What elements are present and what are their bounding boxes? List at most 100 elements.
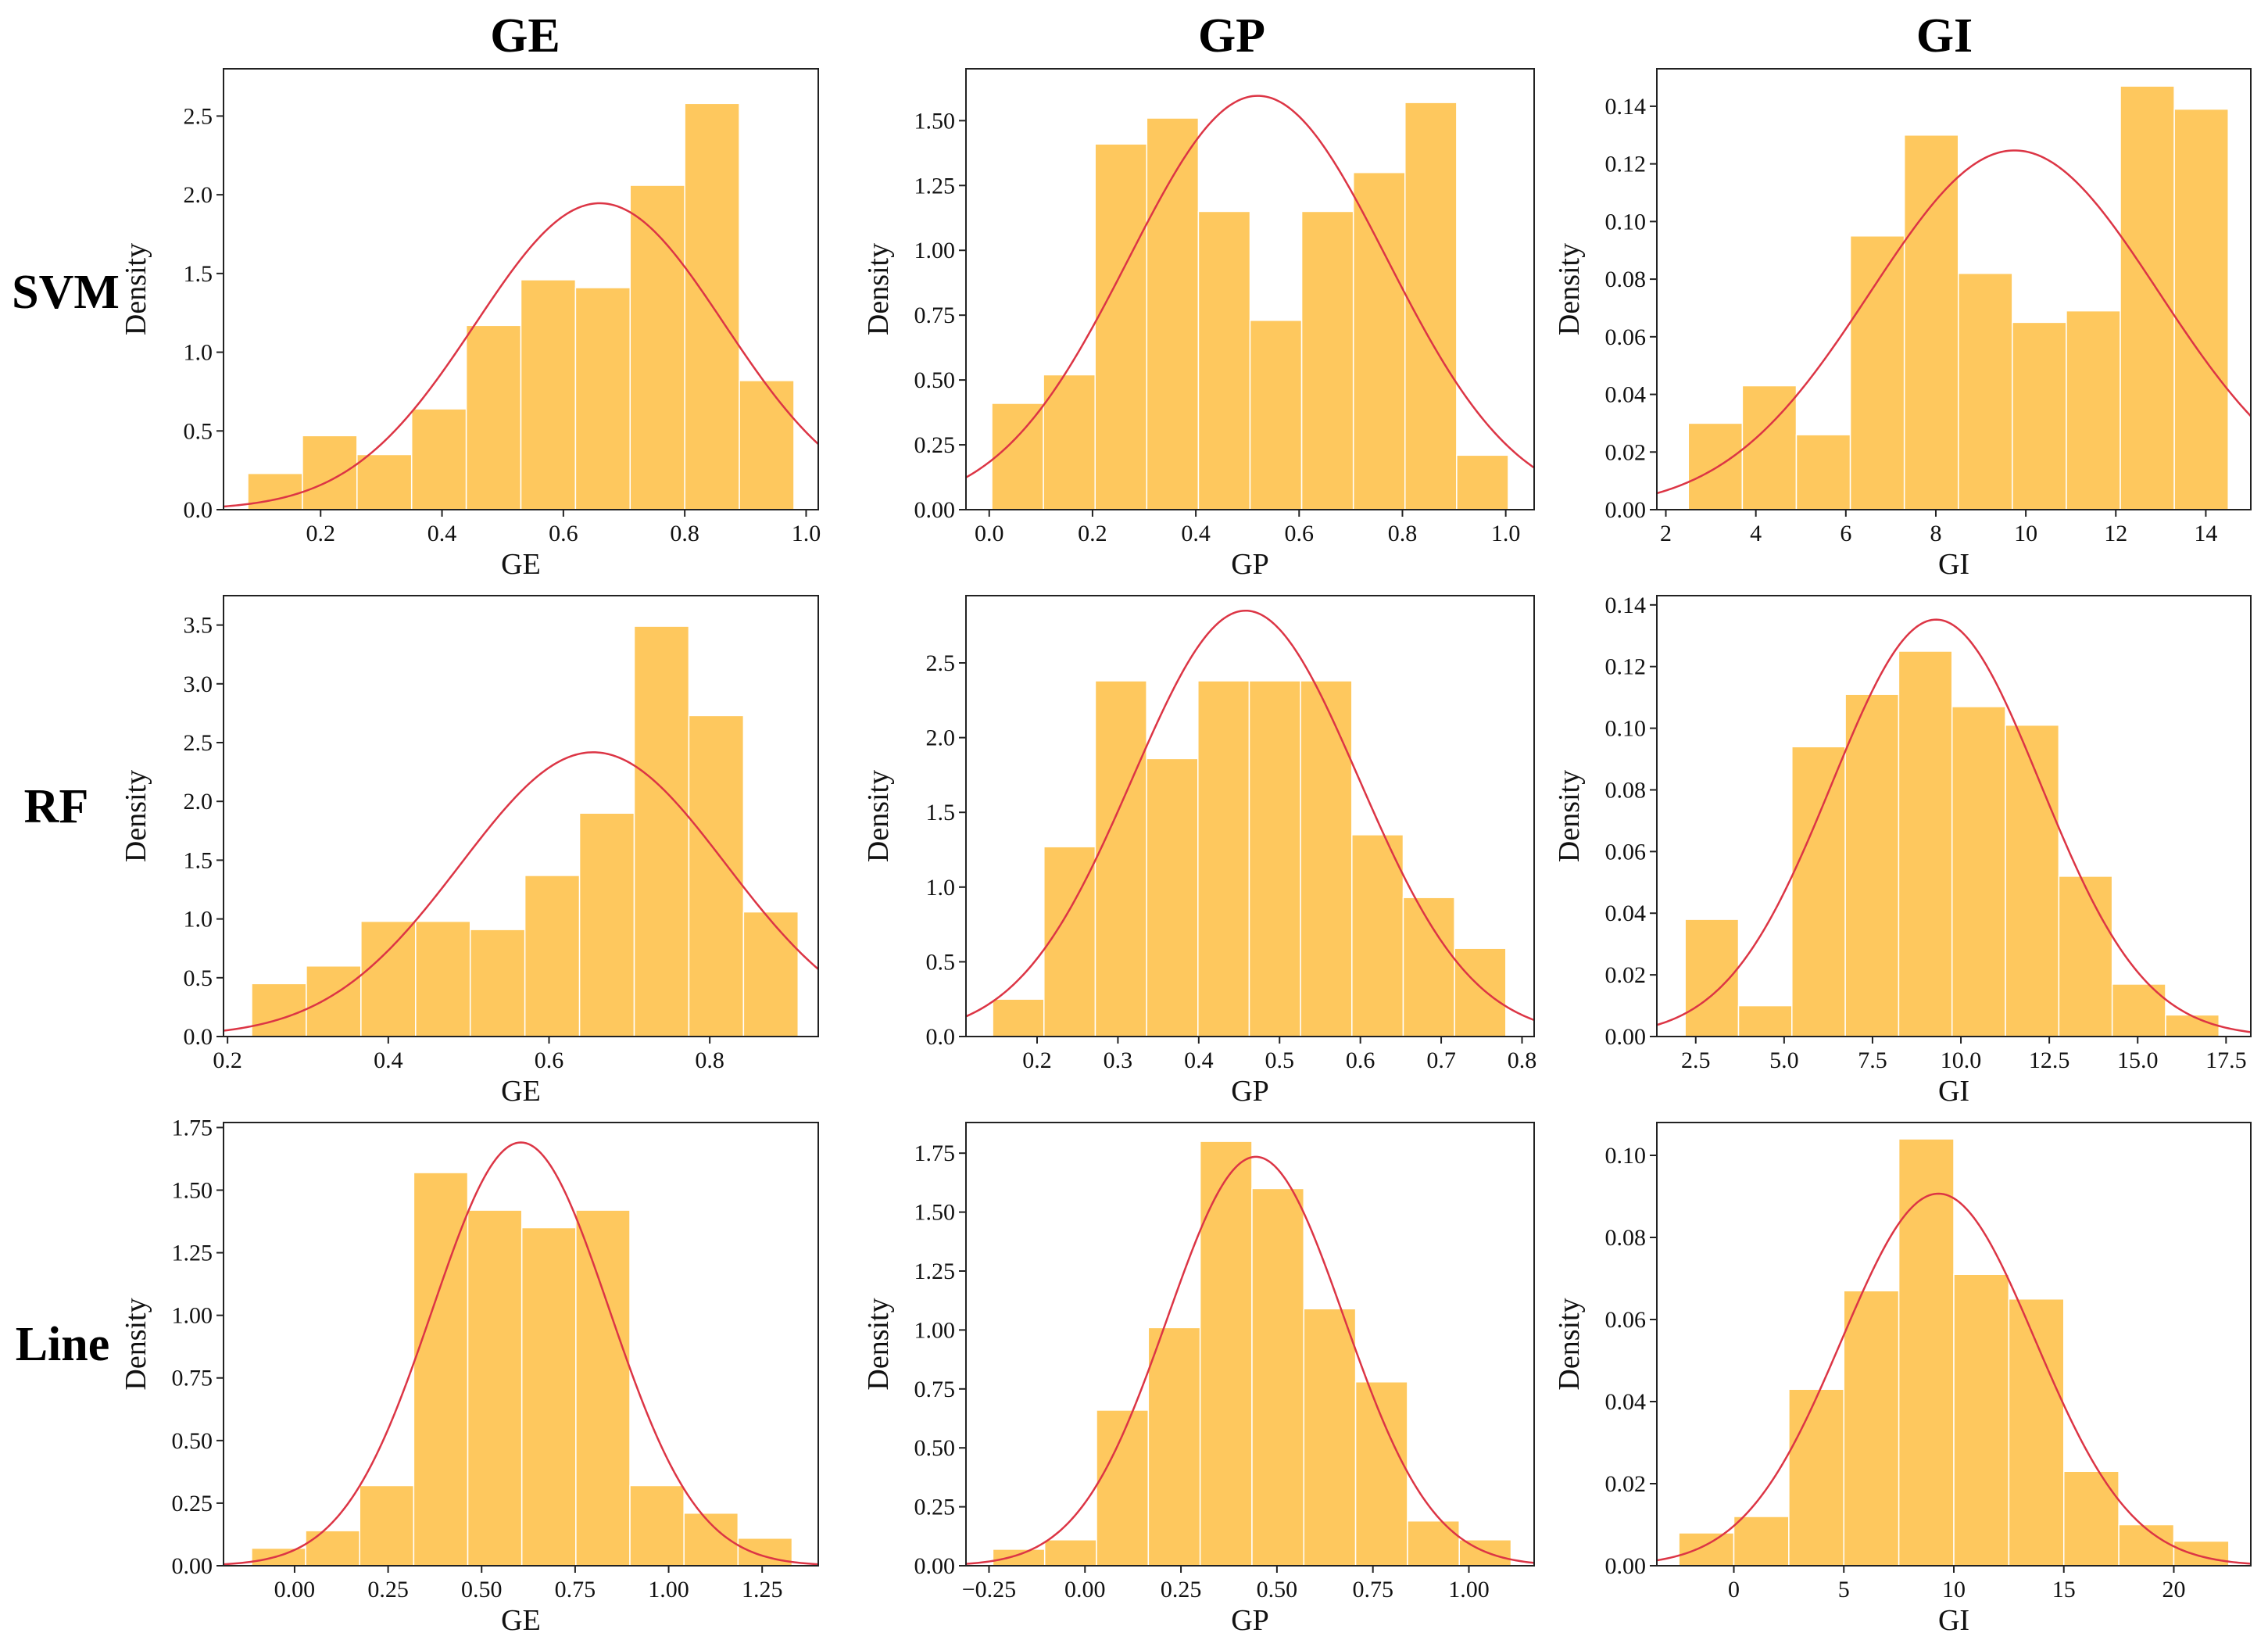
chart-rf-gi-ytick-label-5: 0.10 bbox=[1605, 716, 1647, 742]
chart-svm-ge-ytick-label-3: 1.5 bbox=[184, 261, 213, 287]
chart-svm-ge-xtick-label-2: 0.6 bbox=[549, 521, 578, 546]
chart-line-ge-x-axis-label: GE bbox=[501, 1604, 541, 1637]
chart-rf-gp-bar-3 bbox=[1146, 757, 1199, 1037]
chart-rf-ge-y-axis-label: Density bbox=[120, 770, 152, 862]
chart-rf-gi-bar-5 bbox=[1951, 706, 2006, 1037]
chart-line-ge-xtick-label-3: 0.75 bbox=[555, 1577, 596, 1602]
column-title-gp: GP bbox=[1198, 9, 1265, 63]
row-title-svm: SVM bbox=[12, 266, 120, 319]
chart-line-gp: −0.25 0.00 0.25 0.50 0.75 1.000.000.250.500.7… bbox=[862, 1122, 1535, 1637]
chart-line-ge-density-curve bbox=[224, 1141, 818, 1566]
chart-svm-ge-xtick-label-1: 0.4 bbox=[427, 521, 457, 546]
chart-rf-ge-ytick-label-5: 2.5 bbox=[184, 730, 213, 756]
chart-svm-gp-xtick-label-4: 0.8 bbox=[1388, 521, 1418, 546]
column-title-gi: GI bbox=[1916, 9, 1973, 63]
chart-rf-gp-plot-frame bbox=[965, 595, 1535, 1037]
chart-svm-gi-bar-5 bbox=[1958, 272, 2013, 510]
chart-line-gp-ytick-label-3: 0.75 bbox=[914, 1377, 956, 1402]
chart-line-gi-ytick-label-3: 0.06 bbox=[1605, 1307, 1647, 1333]
chart-svm-ge-bar-7 bbox=[629, 184, 685, 510]
chart-svm-gi-xtick-label-0: 2 bbox=[1660, 521, 1672, 546]
chart-svm-gi: 2 4 6 8 10 12 14 0.00 0.02 0.04 0.06 0.08 0.10 0.12 0.… bbox=[1553, 68, 2252, 581]
chart-svm-gi-xtick-label-3: 8 bbox=[1930, 521, 1941, 546]
chart-rf-ge-ytick-label-0: 0.0 bbox=[184, 1024, 213, 1050]
chart-line-gp-ytick-label-0: 0.00 bbox=[914, 1553, 956, 1579]
chart-svm-gi-bar-6 bbox=[2012, 321, 2067, 510]
chart-rf-gi-bar-7 bbox=[2058, 876, 2113, 1037]
chart-line-gp-bar-6 bbox=[1303, 1308, 1357, 1567]
chart-line-gi-density-curve bbox=[1657, 1192, 2251, 1565]
chart-rf-gp-bar-7 bbox=[1351, 834, 1404, 1037]
chart-rf-gp-ytick-label-4: 2.0 bbox=[926, 725, 956, 751]
chart-svm-ge-xtick-label-3: 0.8 bbox=[670, 521, 699, 546]
chart-rf-ge-xtick-label-0: 0.2 bbox=[213, 1047, 242, 1073]
chart-line-gi-bar-7 bbox=[2062, 1470, 2120, 1567]
chart-rf-gp-bar-8 bbox=[1402, 897, 1455, 1037]
chart-svm-gp-ytick-label-5: 1.25 bbox=[914, 173, 956, 199]
chart-line-ge-xtick-label-0: 0.00 bbox=[274, 1577, 316, 1602]
chart-rf-gi-ytick-label-4: 0.08 bbox=[1605, 777, 1647, 803]
chart-line-gp-ytick-label-4: 1.00 bbox=[914, 1317, 956, 1343]
chart-line-gp-xtick-label-2: 0.25 bbox=[1161, 1577, 1202, 1602]
chart-svm-gi-bar-0 bbox=[1687, 422, 1744, 510]
chart-line-gi-bar-9 bbox=[2173, 1540, 2230, 1567]
chart-svm-gp-y-axis-label: Density bbox=[862, 243, 895, 335]
chart-line-gi-ytick-label-0: 0.00 bbox=[1605, 1553, 1647, 1579]
chart-line-gp-ytick-label-7: 1.75 bbox=[914, 1140, 956, 1166]
chart-line-gp-plot-frame bbox=[965, 1122, 1535, 1567]
chart-rf-gp-xtick-label-6: 0.8 bbox=[1508, 1047, 1537, 1073]
chart-line-gi-bar-3 bbox=[1843, 1290, 1900, 1567]
chart-rf-gi-ytick-label-3: 0.06 bbox=[1605, 839, 1647, 865]
chart-rf-gp-bar-9 bbox=[1454, 947, 1507, 1037]
chart-line-gp-density-curve bbox=[966, 1155, 1534, 1565]
chart-svm-gp-ytick-label-4: 1.00 bbox=[914, 238, 956, 263]
chart-rf-gi-bar-9 bbox=[2165, 1014, 2220, 1037]
chart-svm-gp-bar-9 bbox=[1456, 454, 1509, 510]
chart-svm-gp-xtick-label-3: 0.6 bbox=[1285, 521, 1315, 546]
chart-svm-gi-y-axis-label: Density bbox=[1553, 243, 1586, 335]
chart-rf-ge-bar-5 bbox=[524, 875, 581, 1037]
chart-svm-gi-bar-2 bbox=[1795, 434, 1851, 510]
chart-line-gi-bar-2 bbox=[1788, 1388, 1845, 1567]
chart-rf-ge-ytick-label-2: 1.0 bbox=[184, 907, 213, 933]
chart-line-ge-bar-7 bbox=[629, 1484, 685, 1567]
chart-svm-gi-ytick-label-6: 0.12 bbox=[1605, 152, 1647, 177]
chart-svm-gi-bar-7 bbox=[2066, 310, 2121, 510]
chart-svm-gi-ytick-label-1: 0.02 bbox=[1605, 439, 1647, 465]
chart-svm-ge-bar-6 bbox=[574, 287, 631, 510]
chart-line-ge-plot-frame bbox=[223, 1122, 819, 1567]
chart-rf-gi-plot-frame bbox=[1656, 595, 2252, 1037]
chart-rf-gi-bar-3 bbox=[1844, 693, 1900, 1037]
panels: 0.2 0.4 0.6 0.8 1.0 0.0 0.5 1.0 1.5 2.0 2.5 GE Densi… bbox=[120, 68, 2252, 1637]
chart-line-ge-ytick-label-2: 0.50 bbox=[172, 1428, 213, 1454]
chart-rf-gi-x-axis-label: GI bbox=[1938, 1075, 1969, 1108]
chart-line-gi-y-axis-label: Density bbox=[1553, 1298, 1586, 1390]
chart-svm-gi-bar-8 bbox=[2120, 85, 2175, 510]
chart-rf-gi-xtick-label-5: 15.0 bbox=[2117, 1047, 2159, 1073]
chart-line-gi: 0 5 10 15 20 0.00 0.02 0.04 0.06 0.08 0.10 GI Densit… bbox=[1553, 1122, 2252, 1637]
chart-rf-ge-xtick-label-2: 0.6 bbox=[535, 1047, 564, 1073]
chart-line-ge-ytick-label-3: 0.75 bbox=[172, 1366, 213, 1391]
chart-svm-gi-bar-3 bbox=[1849, 235, 1905, 510]
chart-line-gp-ytick-label-5: 1.25 bbox=[914, 1259, 956, 1284]
chart-svm-ge-xtick-label-0: 0.2 bbox=[306, 521, 335, 546]
chart-svm-gi-xtick-label-2: 6 bbox=[1840, 521, 1851, 546]
chart-rf-gp-xtick-label-2: 0.4 bbox=[1184, 1047, 1214, 1073]
chart-line-gi-bar-1 bbox=[1733, 1516, 1790, 1567]
chart-svm-gp-bar-0 bbox=[991, 403, 1044, 510]
chart-svm-gp-bar-4 bbox=[1197, 210, 1251, 510]
chart-svm-gp-ytick-label-0: 0.00 bbox=[914, 497, 956, 523]
chart-rf-gi-bar-1 bbox=[1737, 1004, 1793, 1037]
chart-rf-gp-xtick-label-5: 0.7 bbox=[1426, 1047, 1456, 1073]
chart-rf-ge-ytick-label-1: 0.5 bbox=[184, 965, 213, 991]
chart-rf-gp-x-axis-label: GP bbox=[1231, 1075, 1269, 1108]
chart-rf-gi-xtick-label-4: 12.5 bbox=[2029, 1047, 2070, 1073]
chart-svm-gp-x-axis-label: GP bbox=[1231, 548, 1269, 581]
chart-line-gp-ytick-label-2: 0.50 bbox=[914, 1435, 956, 1461]
chart-svm-gi-xtick-label-4: 10 bbox=[2014, 521, 2037, 546]
chart-svm-gi-ytick-label-7: 0.14 bbox=[1605, 94, 1647, 120]
chart-rf-ge-ytick-label-7: 3.5 bbox=[184, 613, 213, 639]
chart-line-ge-xtick-label-5: 1.25 bbox=[742, 1577, 783, 1602]
chart-rf-ge-bar-3 bbox=[415, 920, 471, 1037]
chart-line-gi-xtick-label-2: 10 bbox=[1942, 1577, 1966, 1602]
